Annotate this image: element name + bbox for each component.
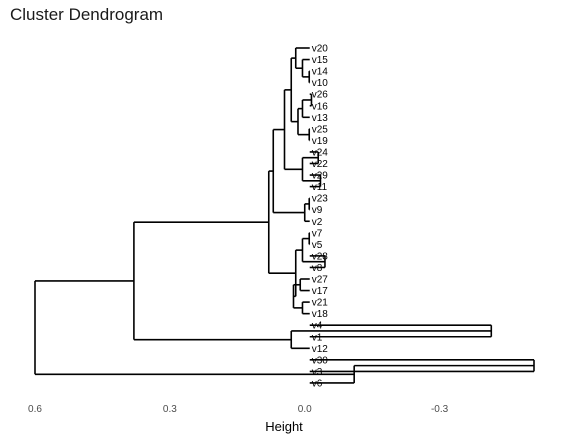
leaf-label-v8: v8 (312, 263, 323, 274)
leaf-label-v16: v16 (312, 101, 329, 112)
leaf-label-v25: v25 (312, 124, 329, 135)
leaf-label-v4: v4 (312, 321, 323, 332)
x-tick-label: 0.3 (163, 404, 177, 415)
leaf-label-v20: v20 (312, 44, 329, 55)
leaf-label-v10: v10 (312, 78, 329, 89)
x-axis-title: Height (265, 419, 303, 434)
leaf-label-v21: v21 (312, 298, 329, 309)
chart-title: Cluster Dendrogram (10, 5, 164, 24)
branch-group (34, 47, 535, 384)
x-tick-label: -0.3 (431, 404, 449, 415)
leaf-label-v2: v2 (312, 217, 323, 228)
x-axis: 0.6 0.3 0.0 -0.3 (28, 404, 449, 415)
leaf-label-v29: v29 (312, 171, 329, 182)
x-tick-label: 0.6 (28, 404, 42, 415)
leaf-label-v15: v15 (312, 55, 329, 66)
leaf-label-v13: v13 (312, 113, 329, 124)
x-tick-label: 0.0 (298, 404, 312, 415)
leaf-label-v11: v11 (312, 182, 328, 193)
leaf-label-v30: v30 (312, 355, 329, 366)
leaf-label-v23: v23 (312, 194, 329, 205)
leaf-label-v12: v12 (312, 344, 329, 355)
leaf-label-v27: v27 (312, 275, 329, 286)
leaf-label-group: v20v15v14v10v26v16v13v25v19v24v22v29v11v… (312, 44, 329, 390)
leaf-label-v14: v14 (312, 67, 329, 78)
leaf-label-v5: v5 (312, 240, 323, 251)
leaf-label-v24: v24 (312, 147, 329, 158)
leaf-label-v22: v22 (312, 159, 329, 170)
leaf-label-v3: v3 (312, 367, 323, 378)
leaf-label-v7: v7 (312, 228, 323, 239)
leaf-label-v9: v9 (312, 205, 323, 216)
leaf-label-v28: v28 (312, 251, 329, 262)
leaf-label-v6: v6 (312, 378, 323, 389)
leaf-label-v18: v18 (312, 309, 329, 320)
leaf-label-v1: v1 (312, 332, 323, 343)
leaf-label-v26: v26 (312, 90, 329, 101)
leaf-label-v19: v19 (312, 136, 329, 147)
leaf-label-v17: v17 (312, 286, 329, 297)
